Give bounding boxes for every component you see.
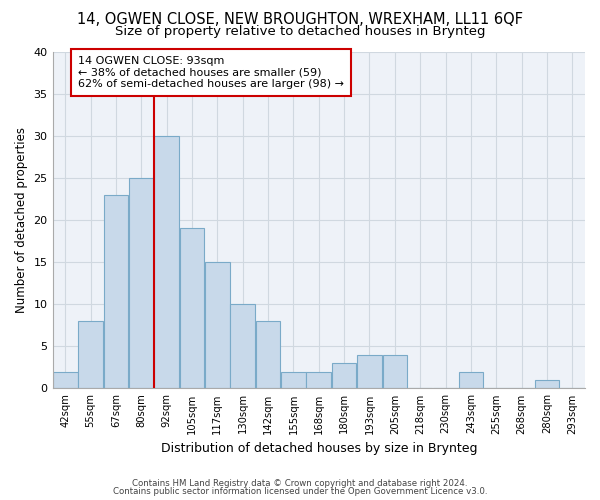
Text: 14 OGWEN CLOSE: 93sqm
← 38% of detached houses are smaller (59)
62% of semi-deta: 14 OGWEN CLOSE: 93sqm ← 38% of detached … [78, 56, 344, 89]
Bar [205, 262, 230, 388]
Bar [458, 372, 483, 388]
Text: Contains HM Land Registry data © Crown copyright and database right 2024.: Contains HM Land Registry data © Crown c… [132, 478, 468, 488]
Bar [357, 354, 382, 388]
Bar [230, 304, 255, 388]
Bar [104, 194, 128, 388]
Bar [129, 178, 154, 388]
Text: Contains public sector information licensed under the Open Government Licence v3: Contains public sector information licen… [113, 487, 487, 496]
Bar [256, 321, 280, 388]
Text: 14, OGWEN CLOSE, NEW BROUGHTON, WREXHAM, LL11 6QF: 14, OGWEN CLOSE, NEW BROUGHTON, WREXHAM,… [77, 12, 523, 28]
Bar [281, 372, 306, 388]
Bar [154, 136, 179, 388]
Bar [332, 363, 356, 388]
Bar [535, 380, 559, 388]
Text: Size of property relative to detached houses in Brynteg: Size of property relative to detached ho… [115, 25, 485, 38]
Bar [307, 372, 331, 388]
X-axis label: Distribution of detached houses by size in Brynteg: Distribution of detached houses by size … [161, 442, 477, 455]
Y-axis label: Number of detached properties: Number of detached properties [15, 127, 28, 313]
Bar [53, 372, 77, 388]
Bar [383, 354, 407, 388]
Bar [179, 228, 204, 388]
Bar [78, 321, 103, 388]
